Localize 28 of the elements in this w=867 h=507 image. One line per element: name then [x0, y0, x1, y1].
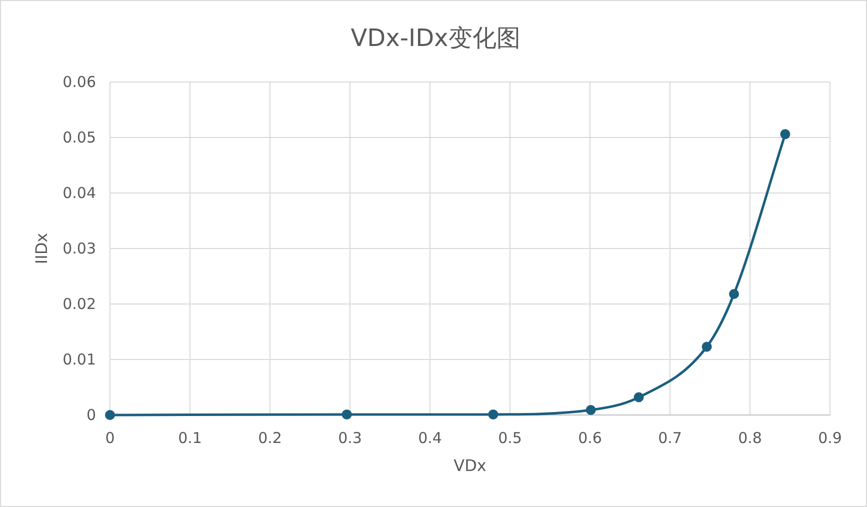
y-tick-label: 0.05	[62, 128, 96, 146]
y-tick-label: 0.06	[62, 73, 96, 91]
x-tick-label: 0.7	[658, 429, 682, 447]
y-axis-title: IIDx	[32, 232, 51, 264]
y-tick-label: 0.04	[62, 184, 96, 202]
point	[105, 410, 115, 420]
point	[780, 129, 790, 140]
x-tick-label: 0.6	[578, 429, 602, 447]
x-tick-label: 0.1	[178, 429, 202, 447]
chart-title: VDx-IDx变化图	[350, 24, 520, 52]
point	[342, 409, 352, 420]
x-tick-label: 0.9	[818, 429, 842, 447]
y-tick-label: 0.03	[62, 240, 96, 258]
x-tick-label: 0	[105, 429, 115, 447]
point	[488, 409, 498, 420]
point	[729, 289, 739, 300]
x-axis-title: VDx	[454, 456, 486, 475]
x-tick-label: 0.2	[258, 429, 282, 447]
point	[586, 405, 596, 416]
x-tick-label: 0.5	[498, 429, 522, 447]
y-tick-label: 0	[86, 406, 96, 424]
point	[702, 342, 712, 352]
x-tick-label: 0.8	[738, 429, 762, 447]
y-tick-label: 0.01	[62, 350, 96, 368]
y-tick-label: 0.02	[62, 295, 96, 313]
point	[634, 392, 644, 402]
x-tick-label: 0.3	[338, 429, 362, 447]
x-tick-label: 0.4	[418, 429, 442, 447]
